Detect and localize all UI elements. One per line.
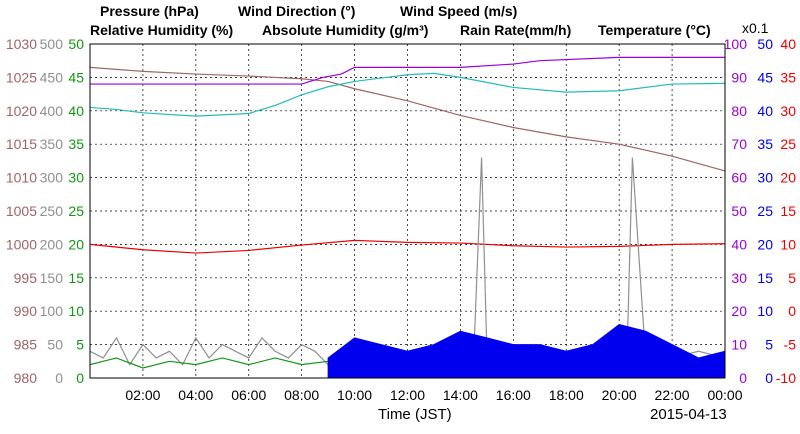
x-tick-label: 18:00: [549, 387, 584, 403]
y-tick-label-temperature: 0: [788, 303, 796, 319]
y-tick-label-relative-humidity: 50: [731, 203, 747, 219]
x-tick-label: 10:00: [337, 387, 372, 403]
y-tick-label-pressure: 1030: [6, 36, 37, 52]
y-tick-label-rain-rate: 5: [765, 337, 773, 353]
y-tick-label-wind-direction: 300: [40, 170, 64, 186]
legend-absolute-humidity: Absolute Humidity (g/m³): [262, 22, 428, 38]
x-tick-label: 02:00: [125, 387, 160, 403]
y-tick-label-wind-direction: 450: [40, 69, 64, 85]
y-tick-label-wind-speed: 30: [68, 170, 84, 186]
y-tick-label-rain-rate: 50: [757, 36, 773, 52]
y-tick-label-temperature: 25: [780, 136, 796, 152]
y-tick-label-pressure: 1015: [6, 136, 37, 152]
y-tick-label-relative-humidity: 60: [731, 170, 747, 186]
x-tick-label: 04:00: [178, 387, 213, 403]
series-relative-humidity: [90, 56, 725, 85]
y-tick-label-rain-rate: 15: [757, 270, 773, 286]
y-tick-label-temperature: 30: [780, 103, 796, 119]
y-tick-label-pressure: 990: [14, 303, 38, 319]
y-tick-label-rain-rate: 20: [757, 236, 773, 252]
y-tick-label-wind-speed: 35: [68, 136, 84, 152]
y-tick-label-temperature: 40: [780, 36, 796, 52]
y-tick-label-temperature: 35: [780, 69, 796, 85]
y-tick-label-relative-humidity: 10: [731, 337, 747, 353]
y-tick-label-wind-direction: 250: [40, 203, 64, 219]
y-tick-label-rain-rate: 0: [765, 370, 773, 386]
y-tick-label-pressure: 1005: [6, 203, 37, 219]
y-tick-label-wind-speed: 50: [68, 36, 84, 52]
rain-scale-note: x0.1: [742, 20, 769, 36]
y-tick-label-relative-humidity: 70: [731, 136, 747, 152]
y-tick-label-temperature: 10: [780, 236, 796, 252]
y-tick-label-relative-humidity: 90: [731, 69, 747, 85]
y-tick-label-pressure: 1025: [6, 69, 37, 85]
x-tick-label: 22:00: [655, 387, 690, 403]
y-tick-label-temperature: 5: [788, 270, 796, 286]
y-tick-label-rain-rate: 25: [757, 203, 773, 219]
y-tick-label-pressure: 1020: [6, 103, 37, 119]
x-tick-label: 12:00: [390, 387, 425, 403]
legend-wind-speed: Wind Speed (m/s): [400, 3, 517, 19]
y-tick-label-pressure: 1000: [6, 236, 37, 252]
y-tick-label-wind-speed: 40: [68, 103, 84, 119]
y-tick-label-temperature: -5: [784, 337, 797, 353]
y-tick-label-wind-direction: 0: [55, 370, 63, 386]
y-tick-label-wind-direction: 100: [40, 303, 64, 319]
y-tick-label-rain-rate: 40: [757, 103, 773, 119]
series-absolute-humidity-g-m: [89, 72, 726, 117]
y-tick-label-relative-humidity: 80: [731, 103, 747, 119]
y-tick-label-wind-direction: 150: [40, 270, 64, 286]
y-tick-label-wind-speed: 20: [68, 236, 84, 252]
y-tick-label-temperature: 15: [780, 203, 796, 219]
y-tick-label-wind-speed: 0: [76, 370, 84, 386]
legend-wind-direction: Wind Direction (°): [238, 3, 355, 19]
y-tick-label-wind-speed: 5: [76, 337, 84, 353]
series-temperature-c: [89, 239, 726, 254]
series-pressure-hpa: [89, 66, 726, 172]
axis-tick-labels: 1030102510201015101010051000995990985980…: [6, 36, 796, 386]
plot-frame: [89, 43, 726, 379]
y-tick-label-rain-rate: 10: [757, 303, 773, 319]
legend-pressure: Pressure (hPa): [100, 3, 199, 19]
y-tick-label-wind-direction: 50: [47, 337, 63, 353]
x-tick-label: 00:00: [707, 387, 742, 403]
y-tick-label-wind-speed: 15: [68, 270, 84, 286]
y-tick-label-temperature: -10: [776, 370, 796, 386]
y-tick-label-pressure: 980: [14, 370, 38, 386]
y-tick-label-relative-humidity: 40: [731, 236, 747, 252]
x-tick-label: 20:00: [602, 387, 637, 403]
chart-date: 2015-04-13: [650, 406, 727, 423]
legend-rain-rate: Rain Rate(mm/h): [460, 22, 571, 38]
x-tick-labels: 02:00 04:00 06:00 08:00 10:00 12:00 14:00 16:00…: [125, 387, 742, 403]
y-tick-label-temperature: 20: [780, 170, 796, 186]
x-tick-label: 16:00: [496, 387, 531, 403]
y-tick-label-relative-humidity: 20: [731, 303, 747, 319]
y-tick-label-wind-direction: 350: [40, 136, 64, 152]
series-rain-rate-mm-h: [327, 324, 726, 379]
y-tick-label-wind-speed: 45: [68, 69, 84, 85]
y-tick-label-pressure: 1010: [6, 170, 37, 186]
y-tick-label-relative-humidity: 0: [739, 370, 747, 386]
x-tick-label: 14:00: [443, 387, 478, 403]
y-tick-label-rain-rate: 35: [757, 136, 773, 152]
y-tick-label-wind-direction: 200: [40, 236, 64, 252]
y-tick-label-rain-rate: 30: [757, 170, 773, 186]
grid: [90, 44, 725, 378]
x-axis-label: Time (JST): [378, 406, 452, 423]
y-tick-label-wind-speed: 25: [68, 203, 84, 219]
legend-relative-humidity: Relative Humidity (%): [90, 22, 233, 38]
y-tick-label-wind-direction: 500: [40, 36, 64, 52]
y-tick-label-wind-speed: 10: [68, 303, 84, 319]
y-tick-label-wind-direction: 400: [40, 103, 64, 119]
x-tick-label: 08:00: [284, 387, 319, 403]
y-tick-label-relative-humidity: 100: [724, 36, 748, 52]
series-layer: [89, 56, 726, 379]
x-tick-label: 06:00: [231, 387, 266, 403]
y-tick-label-pressure: 995: [14, 270, 38, 286]
y-tick-label-relative-humidity: 30: [731, 270, 747, 286]
legend-temperature: Temperature (°C): [598, 22, 711, 38]
y-tick-label-pressure: 985: [14, 337, 38, 353]
y-tick-label-rain-rate: 45: [757, 69, 773, 85]
